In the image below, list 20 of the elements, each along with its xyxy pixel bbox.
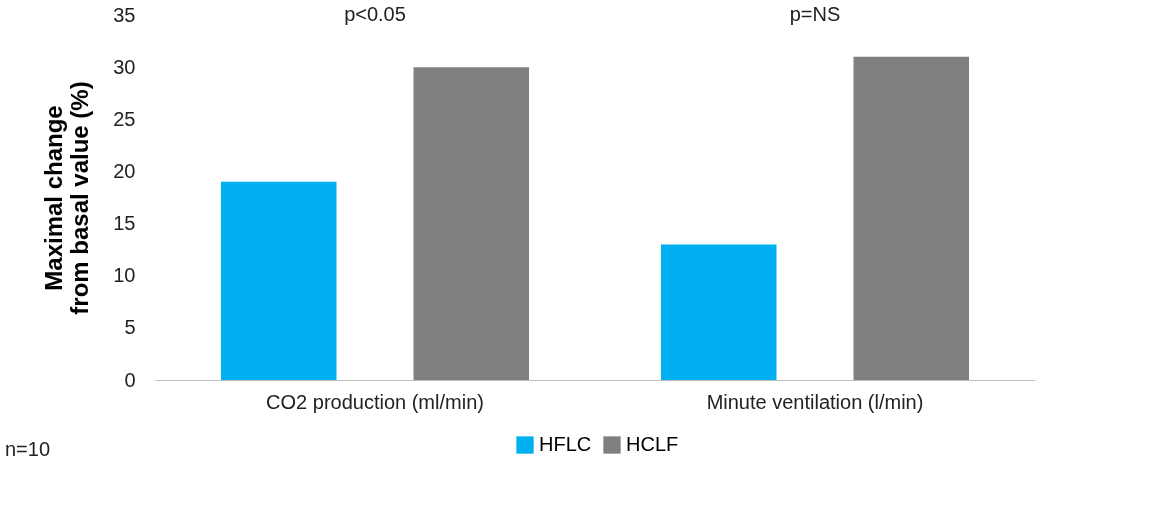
- bar: [661, 244, 777, 380]
- bar: [413, 67, 529, 380]
- x-tick-label: Minute ventilation (l/min): [706, 390, 924, 413]
- legend-label: HCLF: [626, 433, 679, 455]
- y-tick-label: 25: [113, 107, 136, 130]
- text: n=10: [5, 438, 51, 460]
- y-tick-label: 5: [124, 316, 136, 339]
- y-axis-title: Maximal change from basal value (%): [40, 81, 94, 315]
- y-tick-label: 35: [113, 3, 136, 26]
- y-tick-label: 15: [113, 212, 136, 235]
- x-tick-label: CO2 production (ml/min): [266, 390, 484, 413]
- y-tick-label: 10: [113, 264, 136, 287]
- bar: [853, 56, 969, 380]
- annotation: p=NS: [789, 3, 841, 25]
- annotation: p<0.05: [344, 3, 406, 25]
- y-tick-label: 20: [113, 159, 136, 182]
- y-tick-label: 30: [113, 55, 136, 78]
- legend-label: HFLC: [539, 433, 592, 455]
- bar: [221, 181, 337, 380]
- y-tick-label: 0: [124, 368, 136, 391]
